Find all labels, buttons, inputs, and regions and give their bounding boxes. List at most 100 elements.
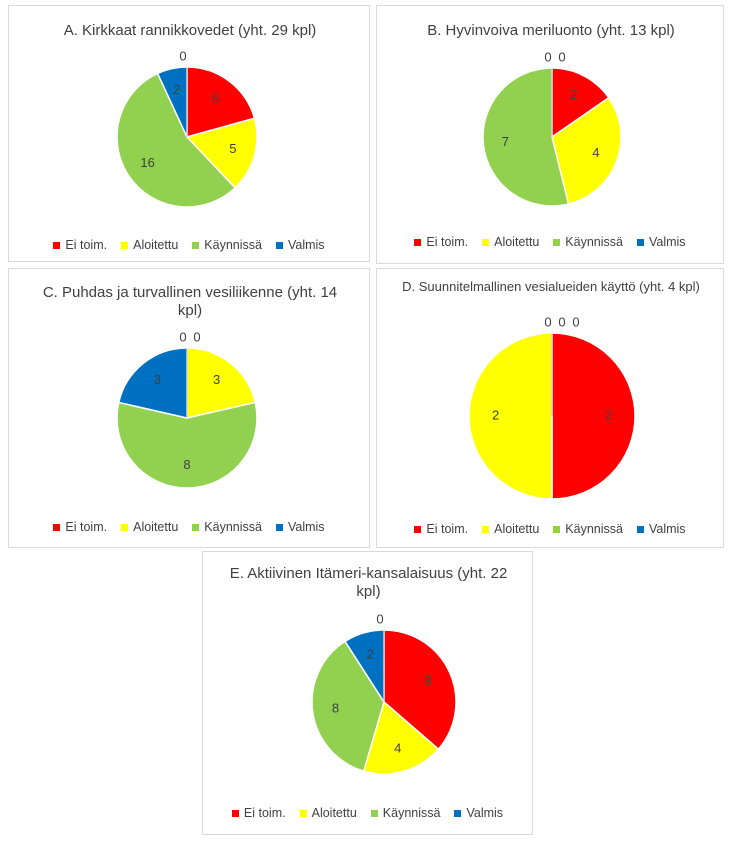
- legend-swatch: [553, 238, 561, 246]
- chart-title: A. Kirkkaat rannikkovedet (yht. 29 kpl): [63, 22, 317, 39]
- legend-item: Käynnissä: [192, 238, 262, 252]
- legend-label: Aloitettu: [494, 235, 540, 249]
- legend-swatch: [370, 809, 378, 817]
- legend-swatch: [553, 525, 561, 533]
- pie-chart: 220 0 0: [468, 314, 636, 500]
- data-label: 3: [213, 372, 220, 387]
- chart-title: D. Suunnitelmallinen vesialueiden käyttö…: [402, 279, 700, 294]
- legend: Ei toim. Aloitettu Käynnissä Valmis: [9, 238, 369, 252]
- legend-item: Aloitettu: [121, 238, 178, 252]
- data-label: 4: [394, 740, 401, 755]
- pie-slice: [362, 700, 440, 775]
- chart-panel: 0 3 8 3 0 C. Puhdas ja turvallinen vesiliiken…: [8, 268, 370, 548]
- pie-slice: [551, 332, 636, 500]
- pie-slice: [117, 347, 188, 419]
- legend-swatch: [121, 241, 129, 249]
- legend-swatch: [482, 238, 490, 246]
- data-label: 0: [179, 329, 186, 344]
- legend: Ei toim. Aloitettu Käynnissä Valmis: [9, 520, 369, 534]
- data-label: 2: [605, 407, 612, 422]
- chart-title: B. Hyvinvoiva meriluonto (yht. 13 kpl): [427, 22, 675, 39]
- legend-label: Käynnissä: [382, 806, 441, 820]
- legend-label: Aloitettu: [133, 520, 179, 534]
- legend-swatch: [299, 809, 307, 817]
- chart-title: E. Aktiivinen Itämeri-kansalaisuus (yht.…: [229, 565, 508, 600]
- legend-item: Ei toim.: [231, 806, 286, 820]
- legend-swatch: [636, 525, 644, 533]
- legend-item: Aloitettu: [121, 520, 178, 534]
- data-label: 6: [212, 91, 219, 106]
- legend-swatch: [414, 525, 422, 533]
- legend-item: Ei toim.: [414, 235, 468, 249]
- legend-swatch: [636, 238, 644, 246]
- pie-chart: 2 4 7 0 0: [482, 49, 622, 207]
- legend-swatch: [482, 525, 490, 533]
- legend-item: Aloitettu: [482, 235, 539, 249]
- legend-label: Valmis: [648, 522, 686, 536]
- pie-slice: [468, 332, 553, 500]
- data-label: 0: [572, 314, 579, 329]
- legend-label: Ei toim.: [243, 806, 286, 820]
- legend-label: Käynnissä: [565, 235, 623, 249]
- legend-swatch: [192, 241, 200, 249]
- pie-chart: 8 4 8 2 0: [311, 611, 457, 775]
- chart-title: C. Puhdas ja turvallinen vesiliikenne (y…: [42, 284, 338, 319]
- pie-slice: [482, 67, 570, 207]
- pie-slice: [186, 347, 257, 419]
- legend-item: Valmis: [636, 522, 686, 536]
- legend-swatch: [275, 241, 283, 249]
- legend: Ei toim. Aloitettu Käynnissä Valmis: [203, 806, 532, 820]
- data-label: 0: [558, 314, 565, 329]
- legend-label: Valmis: [466, 806, 504, 820]
- legend-label: Aloitettu: [133, 238, 179, 252]
- pie-slice: [185, 117, 258, 189]
- pie-slice: [383, 629, 457, 751]
- legend-label: Ei toim.: [65, 520, 108, 534]
- legend-item: Käynnissä: [192, 520, 262, 534]
- legend-label: Valmis: [287, 238, 325, 252]
- legend: Ei toim. Aloitettu Käynnissä Valmis: [377, 522, 723, 536]
- pie-slice: [116, 72, 237, 208]
- legend-swatch: [53, 241, 61, 249]
- legend-item: Valmis: [275, 520, 325, 534]
- data-label: 2: [570, 87, 577, 102]
- legend-swatch: [121, 523, 129, 531]
- legend-item: Ei toim.: [414, 522, 468, 536]
- legend-label: Ei toim.: [65, 238, 108, 252]
- legend-item: Ei toim.: [53, 520, 107, 534]
- legend-label: Käynnissä: [204, 238, 262, 252]
- chart-panel: 8 4 8 2 0 E. Aktiivinen Itämeri-kansalaisuus …: [202, 551, 533, 835]
- legend-label: Käynnissä: [565, 522, 623, 536]
- data-label: 0: [544, 49, 551, 64]
- legend-item: Aloitettu: [482, 522, 539, 536]
- legend-label: Aloitettu: [311, 806, 357, 820]
- pie-slice: [116, 401, 258, 489]
- legend-item: Käynnissä: [370, 806, 441, 820]
- data-label: 0: [179, 48, 186, 63]
- data-label: 7: [502, 134, 509, 149]
- chart-panel: 6 5 16 2 0 A. Kirkkaat rannikkovedet (yht. 29…: [8, 5, 370, 262]
- legend: Ei toim. Aloitettu Käynnissä Valmis: [377, 235, 723, 249]
- pie-chart: 0 3 8 3 0: [116, 329, 258, 489]
- pie-slice: [551, 96, 622, 205]
- pie-slice: [311, 640, 385, 773]
- legend-label: Ei toim.: [426, 235, 469, 249]
- legend-label: Valmis: [287, 520, 325, 534]
- data-label: 0: [376, 611, 383, 626]
- data-label: 5: [229, 141, 236, 156]
- data-label: 4: [592, 145, 599, 160]
- legend-swatch: [454, 809, 462, 817]
- data-label: 16: [140, 155, 154, 170]
- legend-label: Ei toim.: [426, 522, 469, 536]
- legend-item: Valmis: [636, 235, 686, 249]
- legend-swatch: [192, 523, 200, 531]
- data-label: 0: [558, 49, 565, 64]
- data-label: 2: [367, 646, 374, 661]
- legend-item: Valmis: [275, 238, 325, 252]
- data-label: 3: [154, 372, 161, 387]
- legend-item: Ei toim.: [53, 238, 107, 252]
- chart-panel: 2 4 7 0 0 B. Hyvinvoiva meriluonto (yht. 13 k…: [376, 5, 724, 264]
- legend-swatch: [53, 523, 61, 531]
- data-label: 2: [492, 407, 499, 422]
- data-label: 8: [425, 673, 432, 688]
